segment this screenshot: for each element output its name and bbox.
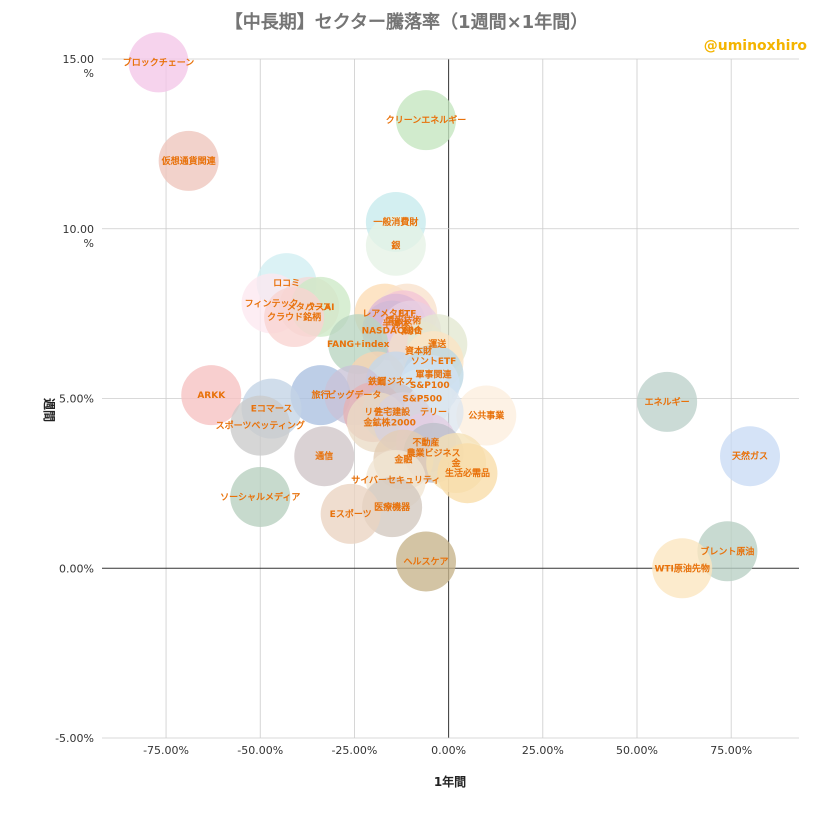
y-tick-label: 0.00% [59, 562, 94, 575]
data-point-label: 医療機器 [374, 501, 411, 513]
data-point[interactable] [230, 466, 291, 527]
data-point-label: 農業ビジネス [407, 447, 461, 459]
x-axis-title: 1年間 [434, 774, 466, 789]
data-point-label: Eスポーツ [330, 508, 372, 520]
data-point[interactable] [264, 287, 325, 348]
data-point-label: 旅行 [312, 389, 330, 401]
x-tick-label: -25.00% [331, 744, 377, 757]
data-point[interactable] [128, 32, 189, 93]
data-point-label: 資本財 [405, 345, 432, 357]
data-point[interactable] [365, 215, 426, 276]
data-point[interactable] [230, 395, 291, 456]
data-point[interactable] [158, 130, 219, 191]
y-axis-title: 週間 [42, 398, 57, 422]
data-point-label: エネルギー [645, 396, 690, 408]
data-point-label: テリー [420, 407, 447, 418]
data-point-label: ロコミ [273, 278, 300, 289]
data-point[interactable] [456, 385, 517, 446]
y-tick-label: % [84, 237, 94, 250]
data-point[interactable] [697, 521, 758, 582]
data-point-label: 銀 [391, 240, 400, 252]
x-tick-label: -75.00% [143, 744, 189, 757]
data-point-label: レアメタル [362, 308, 407, 320]
x-tick-label: 75.00% [710, 744, 752, 757]
data-point-label: 公共事業 [468, 409, 505, 421]
data-point-label: 金 [451, 457, 462, 469]
data-point[interactable] [181, 365, 242, 426]
data-point[interactable] [396, 90, 457, 151]
chart-title: 【中長期】セクター騰落率（1週間×1年間） [224, 12, 589, 33]
data-point-label: 天然ガス [732, 450, 768, 462]
data-point[interactable] [720, 426, 781, 487]
data-point-label: 住宅建設 [374, 406, 411, 418]
watermark: @uminoxhiro [703, 38, 807, 54]
data-point-label: 軍事関連 [416, 369, 453, 381]
data-point-label: 100 [402, 327, 421, 337]
data-point-label: S&P500 [402, 395, 442, 405]
x-tick-label: 50.00% [616, 744, 658, 757]
data-point-label: 通信 [315, 450, 333, 462]
data-point-label: メタバース [287, 301, 332, 313]
data-point-label: ブレント原油 [700, 545, 754, 557]
data-point-label: リチ [364, 407, 382, 418]
data-point[interactable] [437, 443, 498, 504]
data-point-label: 鉄鋼 [368, 376, 386, 388]
x-tick-label: 25.00% [522, 744, 564, 757]
y-tick-label: -5.00% [55, 732, 94, 745]
x-tick-label: -50.00% [237, 744, 283, 757]
data-point-label: ソーシャルメディア [220, 491, 300, 503]
ticks-layer: -75.00% -50.00% -25.00% 0.00% 25.00% 50.00% 75… [55, 53, 752, 757]
data-point-label: ETF [398, 310, 416, 320]
data-point-label: ヘルスケア [404, 556, 449, 567]
data-point-label: 生活必需品 [445, 467, 490, 479]
data-point-label: サイバーセキュリティ [351, 475, 440, 486]
data-point-label: クリーンエネルギー [386, 114, 467, 126]
data-point-label: 金鉱株 [363, 416, 392, 428]
data-point[interactable] [396, 531, 457, 592]
data-point-label: フィンテック [245, 298, 299, 309]
data-point[interactable] [294, 426, 355, 487]
data-point-label: ビジネス [378, 376, 414, 388]
data-point-label: 一般消費財 [373, 216, 418, 228]
data-point-label: クラウド銘柄 [267, 311, 321, 323]
data-point[interactable] [652, 538, 713, 599]
y-tick-label: 15.00 [63, 53, 95, 66]
data-point-label: 2000 [391, 418, 416, 428]
points-layer [128, 32, 781, 599]
data-point-label: NASDAQ総合 [362, 325, 424, 337]
data-point-label: ソントETF [411, 356, 456, 367]
data-point-label: FANG+index [327, 340, 390, 350]
data-point-label: ARKK [197, 391, 226, 401]
y-tick-label: 5.00% [59, 393, 94, 406]
data-point-label: 金融 [393, 454, 412, 466]
data-point-label: スポーツベッティング [216, 420, 305, 432]
data-point-label: 仮想通貨関連 [161, 155, 217, 167]
data-point-label: WTI原油先物 [654, 562, 709, 574]
data-point-label: Eコマース [251, 404, 293, 415]
data-point-label: S&P100 [410, 381, 450, 391]
data-point-label: 不動産 [413, 437, 440, 449]
data-point[interactable] [320, 483, 381, 544]
data-point-label: 情報技術 [384, 314, 421, 326]
data-point-label: 運送 [428, 338, 447, 350]
y-tick-label: 10.00 [63, 223, 95, 236]
x-tick-label: 0.00% [431, 744, 466, 757]
y-tick-label: % [84, 67, 94, 80]
data-point-label: ビッグデータ [327, 389, 381, 401]
data-point-label: ブロックチェーン [123, 56, 195, 68]
data-point-label: 半導体 [382, 318, 410, 330]
data-point-label: クスAI [306, 302, 334, 313]
data-point[interactable] [637, 371, 698, 432]
